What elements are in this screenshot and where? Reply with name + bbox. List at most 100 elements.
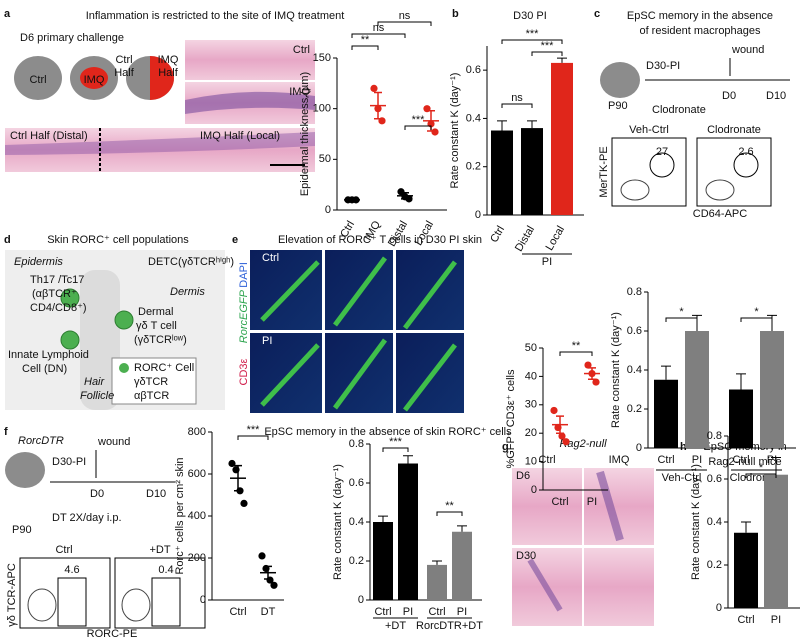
significance-bracket xyxy=(237,435,269,440)
x-tick-label: Ctrl xyxy=(657,454,674,466)
y-tick-label: 30 xyxy=(525,399,537,411)
significance-bracket xyxy=(377,21,432,26)
y-tick-label: 800 xyxy=(188,426,206,438)
label: IMQ xyxy=(84,74,105,86)
y-tick-label: 0.2 xyxy=(707,559,722,571)
significance-label: * xyxy=(679,306,684,318)
y-tick-label: 0.2 xyxy=(349,555,364,567)
data-point xyxy=(550,406,558,415)
y-tick-label: 0.4 xyxy=(627,364,642,376)
x-tick-label: Ctrl xyxy=(551,496,568,508)
label: d xyxy=(4,234,11,246)
y-axis-label: Rate constant K (day⁻¹) xyxy=(449,73,461,189)
x-tick-label: PI xyxy=(771,614,781,626)
label: Hair xyxy=(84,376,106,388)
significance-bracket xyxy=(740,317,773,322)
flow-f xyxy=(5,450,206,629)
y-tick-label: 0 xyxy=(475,209,481,221)
x-tick-label: PI xyxy=(692,454,702,466)
y-tick-label: 150 xyxy=(313,52,331,64)
error-bar xyxy=(741,521,751,533)
label: a xyxy=(4,8,11,20)
label: P90 xyxy=(12,524,32,536)
label: CD4/CD8⁺) xyxy=(30,302,87,314)
label: D0 xyxy=(90,488,104,500)
label: Skin RORC⁺ cell populations xyxy=(47,234,189,246)
y-tick-label: 100 xyxy=(313,103,331,115)
significance-label: ** xyxy=(445,500,454,512)
error-bar xyxy=(374,91,382,120)
x-tick-label: PI xyxy=(403,606,413,618)
label: Follicle xyxy=(80,390,114,402)
x-tick-label: DT xyxy=(261,606,276,618)
x-tick-label: PI xyxy=(457,606,467,618)
error-bar xyxy=(403,455,413,464)
data-point xyxy=(240,499,248,507)
significance-bracket xyxy=(436,511,463,516)
label: Th17 /Tc17 xyxy=(30,274,84,286)
label: 4.6 xyxy=(64,564,79,576)
label: D30 xyxy=(516,550,536,562)
significance-label: ns xyxy=(399,10,411,22)
significance-label: ns xyxy=(373,22,385,34)
y-tick-label: 0.2 xyxy=(627,403,642,415)
y-tick-label: 400 xyxy=(188,510,206,522)
label: Ctrl xyxy=(29,74,46,86)
group-label: PI xyxy=(542,256,552,268)
flow-c xyxy=(600,58,790,207)
label: e xyxy=(232,234,238,246)
y-tick-label: 200 xyxy=(188,552,206,564)
significance-bracket xyxy=(531,51,563,56)
label: (γδTCRˡᵒʷ) xyxy=(134,334,187,346)
y-axis-label: Rate constant K (day⁻¹) xyxy=(332,464,344,580)
label: D10 xyxy=(766,90,786,102)
error-bar xyxy=(234,464,242,492)
label: D30-PI xyxy=(52,456,86,468)
label: CD64-APC xyxy=(693,208,747,220)
bar xyxy=(491,130,513,215)
bar xyxy=(521,128,543,215)
label: EpSC memory in the absence of skin RORC⁺… xyxy=(264,426,512,438)
significance-label: ** xyxy=(572,340,581,352)
label: g xyxy=(502,441,509,453)
label: Inflammation is restricted to the site o… xyxy=(86,10,345,22)
label: Innate Lymphoid xyxy=(8,349,89,361)
label: Half xyxy=(158,67,179,79)
y-tick-label: 0.2 xyxy=(466,161,481,173)
y-tick-label: 0.4 xyxy=(707,516,722,528)
chart-title: D30 PI xyxy=(513,10,547,22)
y-tick-label: 0 xyxy=(716,602,722,614)
label: Ctrl xyxy=(293,44,310,56)
significance-label: *** xyxy=(389,436,403,448)
label: EpSC memory in the absence xyxy=(627,10,773,22)
bar xyxy=(685,331,709,448)
y-axis-label: Rate constant K (day⁻¹) xyxy=(690,464,702,580)
significance-label: *** xyxy=(247,424,261,436)
label: RorcDTR xyxy=(18,435,64,447)
significance-bracket xyxy=(665,317,698,322)
label: MerTK-PE xyxy=(598,146,610,197)
error-bar xyxy=(348,198,356,202)
label: Elevation of RORC⁺ T cells in D30 PI ski… xyxy=(278,234,482,246)
y-tick-label: 40 xyxy=(525,370,537,382)
label: Ctrl xyxy=(55,544,72,556)
group-label: RorcDTR+DT xyxy=(416,620,483,632)
x-tick-label: PI xyxy=(587,496,597,508)
bar xyxy=(654,379,678,448)
label: D0 xyxy=(722,90,736,102)
label: RORC-PE xyxy=(87,628,138,640)
y-tick-label: 0 xyxy=(200,594,206,606)
x-tick-label: Ctrl xyxy=(229,606,246,618)
label: wound xyxy=(97,436,130,448)
error-bar xyxy=(527,120,537,129)
x-tick-label: Ctrl xyxy=(488,224,507,245)
label: DAPI xyxy=(238,262,250,288)
significance-bracket xyxy=(351,33,406,38)
bar xyxy=(398,463,418,600)
label: γδTCR xyxy=(134,376,168,388)
significance-bracket xyxy=(559,351,593,356)
x-tick-label: Distal xyxy=(513,224,537,254)
label: IMQ xyxy=(289,86,310,98)
significance-bracket xyxy=(501,39,563,44)
